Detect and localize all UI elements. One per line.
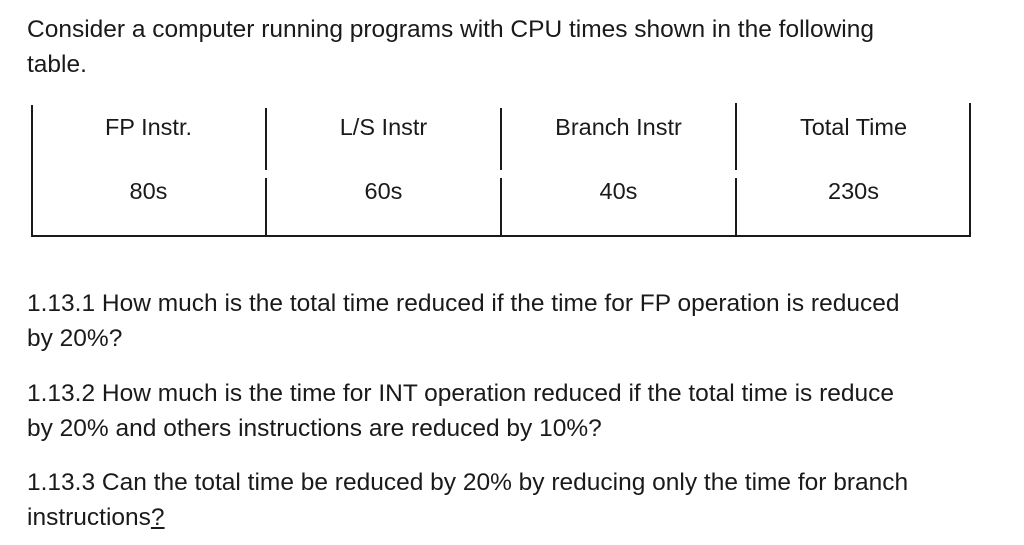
table-right-border bbox=[969, 103, 971, 237]
table-bottom-border bbox=[31, 235, 971, 237]
question-1-line-1: 1.13.1 How much is the total time reduce… bbox=[27, 290, 900, 317]
cpu-times-table: FP Instr. L/S Instr Branch Instr Total T… bbox=[31, 103, 971, 237]
value-ls-instr: 60s bbox=[364, 178, 403, 204]
intro-line-2: table. bbox=[27, 51, 87, 78]
table-left-border bbox=[31, 105, 33, 237]
question-2-line-2: by 20% and others instructions are reduc… bbox=[27, 415, 602, 442]
question-2-line-1: 1.13.2 How much is the time for INT oper… bbox=[27, 380, 894, 407]
table-divider-2-top bbox=[500, 108, 502, 170]
question-1-13-2: 1.13.2 How much is the time for INT oper… bbox=[27, 376, 987, 446]
question-3-line-2: instructions? bbox=[27, 500, 987, 535]
table-divider-1-top bbox=[265, 108, 267, 170]
question-3-line-2-text: instructions bbox=[27, 504, 151, 531]
question-3-line-1: 1.13.3 Can the total time be reduced by … bbox=[27, 469, 909, 496]
intro-line-1: Consider a computer running programs wit… bbox=[27, 16, 874, 43]
intro-paragraph: Consider a computer running programs wit… bbox=[27, 12, 987, 82]
table-divider-3-top bbox=[735, 103, 737, 170]
header-ls-instr: L/S Instr bbox=[339, 114, 428, 140]
question-1-13-3: 1.13.3 Can the total time be reduced by … bbox=[27, 465, 987, 535]
value-total-time: 230s bbox=[828, 178, 879, 204]
question-1-line-2: by 20%? bbox=[27, 325, 123, 352]
header-branch-instr: Branch Instr bbox=[555, 114, 682, 140]
table-divider-2-bottom bbox=[500, 178, 502, 237]
question-1-13-1: 1.13.1 How much is the total time reduce… bbox=[27, 286, 987, 356]
value-branch-instr: 40s bbox=[599, 178, 638, 204]
header-total-time: Total Time bbox=[799, 114, 908, 140]
question-3-mark: ? bbox=[150, 504, 165, 531]
value-fp-instr: 80s bbox=[129, 178, 168, 204]
table-divider-3-bottom bbox=[735, 178, 737, 237]
table-divider-1-bottom bbox=[265, 178, 267, 237]
header-fp-instr: FP Instr. bbox=[104, 114, 193, 140]
